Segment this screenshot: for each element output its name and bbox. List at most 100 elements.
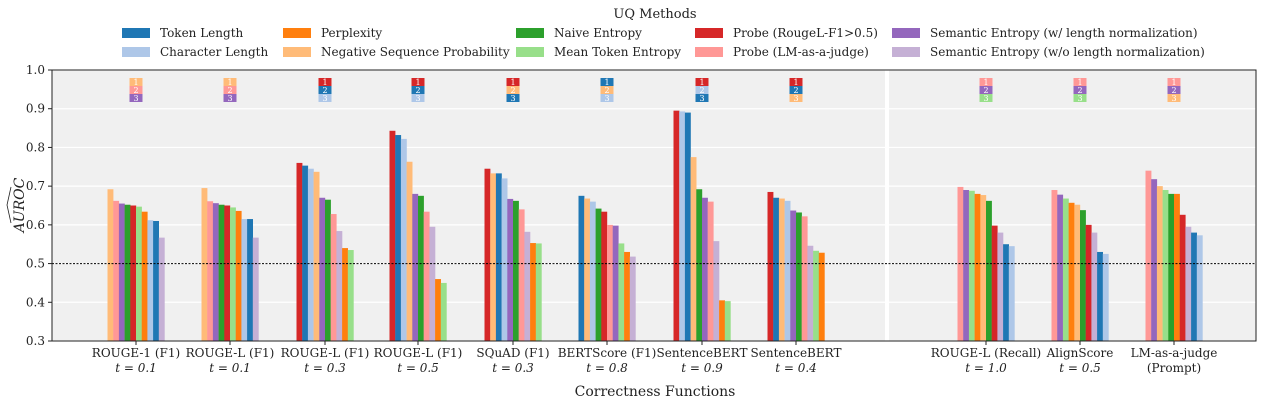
- rank-badge-SEw: [979, 86, 993, 94]
- rank-number: 3: [699, 94, 704, 103]
- bar-SEw: [702, 197, 708, 341]
- rank-badge-PJ: [1167, 78, 1181, 86]
- bar-SEwo: [252, 237, 259, 341]
- bar-MTE: [230, 207, 236, 341]
- rank-number: 1: [699, 78, 704, 87]
- x-tick-label: ROUGE-L (F1): [186, 346, 275, 360]
- x-tick-label: ROUGE-1 (F1): [92, 346, 180, 360]
- rank-number: 2: [1077, 86, 1082, 95]
- bar-PJ: [518, 209, 525, 341]
- rank-badge-NSP: [506, 86, 520, 94]
- rank-badge-PJ: [1073, 78, 1087, 86]
- bar-NSP: [201, 188, 208, 341]
- bar-CL: [1196, 235, 1203, 341]
- bar-PR: [296, 162, 303, 341]
- x-tick-label: ROUGE-L (F1): [374, 346, 463, 360]
- bar-PR: [224, 205, 231, 341]
- rank-number: 2: [699, 86, 704, 95]
- rank-number: 2: [793, 86, 798, 95]
- y-axis-label-text: AUROC: [12, 177, 28, 234]
- rank-number: 3: [227, 94, 232, 103]
- bar-MTE: [136, 206, 142, 341]
- bar-MTE: [813, 250, 819, 341]
- rank-badge-SEw: [1167, 86, 1181, 94]
- rank-badge-TL: [411, 86, 425, 94]
- rank-badge-MTE: [979, 94, 993, 102]
- rank-number: 2: [510, 86, 515, 95]
- rank-number: 3: [1171, 94, 1176, 103]
- x-tick-label: BERTScore (F1): [558, 346, 657, 360]
- legend-swatch-MTE: [516, 47, 544, 57]
- rank-badge-MTE: [1073, 94, 1087, 102]
- bar-MTE: [347, 250, 354, 341]
- bar-PPL: [624, 251, 630, 341]
- bar-PR: [1085, 224, 1092, 341]
- bar-SEwo: [713, 241, 720, 341]
- rank-badge-PJ: [129, 86, 143, 94]
- rank-badge-CL: [695, 86, 709, 94]
- rank-badge-SEw: [129, 94, 143, 102]
- bar-MTE: [724, 301, 731, 341]
- x-tick-sublabel: t = 0.1: [209, 361, 251, 375]
- rank-number: 2: [415, 86, 420, 95]
- y-tick-label: 0.6: [26, 218, 45, 232]
- bar-SEw: [963, 190, 970, 341]
- rank-badge-SEw: [223, 94, 237, 102]
- bar-PPL: [719, 300, 725, 341]
- rank-number: 1: [1171, 78, 1176, 87]
- rank-badge-PJ: [979, 78, 993, 86]
- bar-NSP: [690, 157, 697, 341]
- bar-NE: [418, 195, 424, 341]
- y-tick-label: 0.4: [26, 295, 45, 309]
- legend-label-NSP: Negative Sequence Probability: [321, 45, 510, 59]
- bar-SEw: [319, 197, 326, 341]
- rank-number: 1: [983, 78, 988, 87]
- rank-number: 1: [415, 78, 420, 87]
- rank-number: 1: [322, 78, 327, 87]
- bar-PR: [601, 211, 608, 341]
- legend-label-TL: Token Length: [160, 26, 244, 40]
- rank-badge-CL: [411, 94, 425, 102]
- bar-PPL: [141, 211, 148, 341]
- bar-MTE: [535, 243, 542, 341]
- bar-PR: [130, 205, 137, 341]
- rank-number: 3: [604, 94, 609, 103]
- x-tick-label: AlignScore: [1046, 346, 1114, 360]
- legend-swatch-SEwo: [892, 47, 920, 57]
- legend-swatch-PPL: [283, 28, 311, 38]
- bar-TL: [302, 165, 309, 341]
- bar-NSP: [584, 198, 591, 341]
- bar-SEwo: [524, 231, 531, 341]
- rank-badge-TL: [506, 94, 520, 102]
- bar-PJ: [113, 200, 120, 341]
- rank-number: 3: [793, 94, 798, 103]
- rank-badge-CL: [600, 94, 614, 102]
- rank-badge-PR: [318, 78, 332, 86]
- bar-PJ: [207, 201, 214, 341]
- bar-TL: [153, 220, 159, 341]
- rank-number: 2: [983, 86, 988, 95]
- bar-CL: [307, 168, 314, 341]
- x-tick-label: SentenceBERT: [751, 346, 842, 360]
- rank-badge-TL: [600, 78, 614, 86]
- bar-PPL: [435, 279, 441, 341]
- bar-CL: [241, 219, 248, 341]
- rank-badge-NSP: [129, 78, 143, 86]
- legend-label-SEwo: Semantic Entropy (w/o length normalizati…: [930, 45, 1205, 59]
- bar-SEwo: [629, 256, 636, 341]
- bar-SEw: [412, 193, 419, 341]
- legend-label-SEw: Semantic Entropy (w/ length normalizatio…: [930, 26, 1198, 40]
- bar-MTE: [1162, 190, 1169, 341]
- rank-badge-NSP: [1167, 94, 1181, 102]
- y-tick-label: 0.5: [26, 257, 45, 271]
- bar-SEwo: [807, 245, 814, 341]
- y-tick-label: 0.8: [26, 140, 45, 154]
- x-tick-sublabel: (Prompt): [1147, 361, 1201, 375]
- bar-PJ: [607, 224, 613, 341]
- y-axis: 0.3 0.4 0.5 0.6 0.7 0.8 0.9 1.0: [26, 63, 52, 348]
- bar-PPL: [1174, 193, 1180, 341]
- legend-label-NE: Naive Entropy: [554, 26, 642, 40]
- rank-badge-TL: [695, 94, 709, 102]
